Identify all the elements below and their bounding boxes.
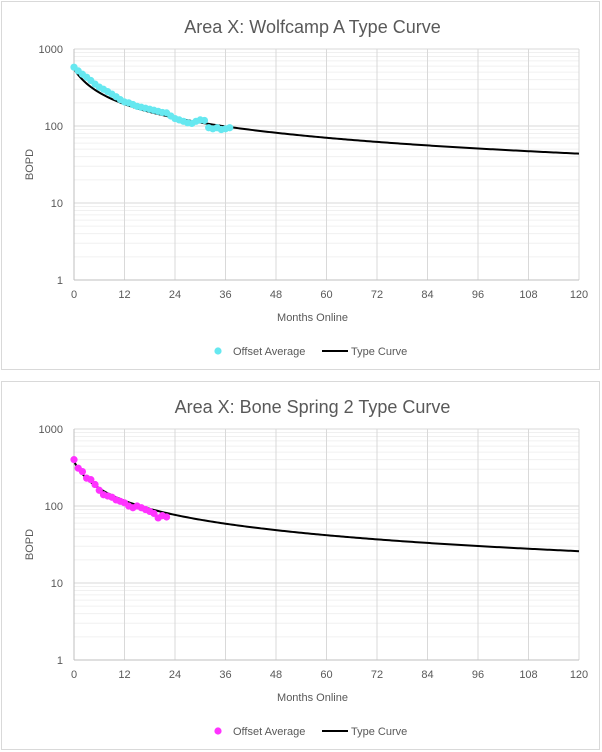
- x-tick-label: 84: [421, 669, 433, 681]
- data-point: [162, 513, 171, 521]
- y-tick-label: 1000: [39, 424, 63, 436]
- y-tick-label: 1: [57, 275, 63, 287]
- chart-panel-bone-spring: Area X: Bone Spring 2 Type Curve 1 10 100 10…: [1, 381, 600, 750]
- data-point: [226, 124, 234, 132]
- x-tick-label: 120: [570, 669, 588, 681]
- legend-label-offset-average: Offset Average: [233, 346, 305, 358]
- series-offset-average: [70, 456, 171, 522]
- x-tick-label: 48: [270, 289, 282, 301]
- grid: [73, 48, 580, 281]
- data-point: [91, 480, 99, 489]
- x-tick-label: 48: [270, 669, 282, 681]
- y-tick-label: 1: [57, 655, 63, 667]
- x-tick-label: 0: [71, 669, 77, 681]
- legend-label-type-curve: Type Curve: [351, 726, 407, 738]
- legend-label-type-curve: Type Curve: [351, 346, 407, 358]
- x-tick-label: 24: [169, 289, 181, 301]
- x-tick-label: 36: [219, 669, 231, 681]
- chart-panel-wolfcamp: Area X: Wolfcamp A Type Curve 1 10 100 1000 0…: [1, 1, 600, 370]
- chart-title: Area X: Bone Spring 2 Type Curve: [175, 397, 451, 417]
- y-tick-label: 100: [45, 501, 63, 513]
- x-axis-title: Months Online: [277, 312, 348, 324]
- y-axis-title: BOPD: [24, 529, 36, 560]
- data-point: [87, 476, 95, 484]
- y-axis-title: BOPD: [24, 149, 36, 180]
- x-tick-label: 108: [519, 669, 537, 681]
- x-tick-label: 84: [421, 289, 433, 301]
- legend-marker-offset-average: [214, 727, 222, 735]
- legend: Offset Average Type Curve: [214, 726, 407, 738]
- y-tick-label: 10: [51, 198, 63, 210]
- x-tick-label: 60: [320, 669, 332, 681]
- series-offset-average: [70, 63, 234, 134]
- legend: Offset Average Type Curve: [214, 346, 407, 358]
- x-tick-label: 96: [472, 289, 484, 301]
- x-tick-label: 0: [71, 289, 77, 301]
- x-tick-label: 36: [219, 289, 231, 301]
- series-line-type-curve: [73, 460, 580, 553]
- chart-wolfcamp: Area X: Wolfcamp A Type Curve 1 10 100 1000 0…: [24, 17, 588, 358]
- y-tick-label: 10: [51, 578, 63, 590]
- x-tick-label: 108: [519, 289, 537, 301]
- y-tick-label: 1000: [39, 44, 63, 56]
- x-tick-label: 72: [371, 289, 383, 301]
- x-tick-label: 12: [118, 289, 130, 301]
- x-tick-label: 72: [371, 669, 383, 681]
- chart-bone-spring: Area X: Bone Spring 2 Type Curve 1 10 100 10…: [24, 397, 588, 738]
- x-tick-label: 12: [118, 669, 130, 681]
- data-point: [200, 116, 209, 125]
- grid: [73, 428, 580, 661]
- x-tick-label: 24: [169, 669, 181, 681]
- legend-label-offset-average: Offset Average: [233, 726, 305, 738]
- data-point: [70, 456, 78, 464]
- legend-marker-offset-average: [214, 347, 222, 355]
- x-tick-label: 60: [320, 289, 332, 301]
- x-tick-label: 120: [570, 289, 588, 301]
- chart-title: Area X: Wolfcamp A Type Curve: [184, 17, 440, 37]
- data-point: [78, 467, 87, 476]
- x-tick-label: 96: [472, 669, 484, 681]
- x-axis-title: Months Online: [277, 692, 348, 704]
- y-tick-label: 100: [45, 121, 63, 133]
